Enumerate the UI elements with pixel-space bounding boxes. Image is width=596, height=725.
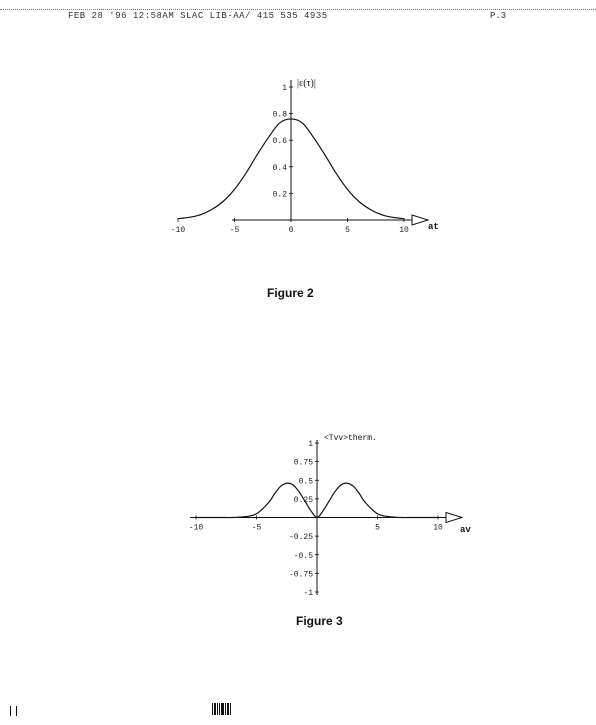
figure-3-y-tick-label-6: -0.75 [289, 570, 313, 579]
figure-2-y-axis-label: |ε(τ)| [297, 78, 316, 89]
figure-2-x-tick-label-0: -10 [171, 226, 186, 235]
figure-3-curve [196, 482, 438, 519]
figure-2-x-tick-label-1: -5 [230, 226, 240, 235]
figure-3-y-tick-labels: 1 0.75 0.5 0.25 -0.25 -0.5 -0.75 -1 [289, 440, 313, 598]
fax-header-rule [0, 9, 596, 10]
figure-2-x-axis-arrow [411, 214, 430, 226]
figure-2-y-tick-labels: 0.2 0.4 0.6 0.8 1 [273, 84, 288, 199]
figure-3-y-tick-label-4: -0.25 [289, 533, 313, 542]
figure-3-x-tick-labels: -10 -5 5 10 [189, 524, 443, 533]
barcode-mark [212, 703, 231, 715]
figure-3-y-tick-label-1: 0.75 [294, 459, 313, 468]
figure-3-x-axis-label: av [460, 525, 471, 535]
figure-3-y-tick-label-5: -0.5 [294, 552, 313, 561]
fax-page-number: P.3 [490, 11, 507, 21]
figure-3-y-axis-label: <Tvv>therm. [324, 434, 377, 443]
figure-3-x-tick-label-3: 10 [433, 524, 443, 533]
figure-2-curve [177, 118, 405, 220]
figure-2-y-tick-label-4: 1 [282, 84, 287, 93]
figure-2-x-tick-label-4: 10 [399, 226, 409, 235]
figure-2-y-tick-label-2: 0.6 [273, 137, 288, 146]
page-edge-mark [10, 706, 17, 716]
figure-3-x-axis-arrow [445, 511, 464, 524]
figure-3-y-tick-label-0: 1 [308, 440, 313, 449]
figure-3-x-tick-label-0: -10 [189, 524, 204, 533]
figure-2-x-tick-label-2: 0 [289, 226, 294, 235]
figure-3-caption: Figure 3 [296, 614, 343, 628]
figure-2-y-tick-label-3: 0.8 [273, 111, 288, 120]
figure-3-x-tick-label-2: 5 [375, 524, 380, 533]
figure-2-x-axis-label: at [428, 222, 439, 232]
figure-3-y-tick-label-3: 0.25 [294, 496, 313, 505]
figure-2-x-tick-label-3: 5 [345, 226, 350, 235]
figure-3-x-tick-label-1: -5 [252, 524, 262, 533]
figure-2-x-tick-labels: -10 -5 0 5 10 [171, 226, 409, 235]
figure-2-y-tick-label-0: 0.2 [273, 190, 288, 199]
figure-2-caption: Figure 2 [267, 286, 314, 300]
fax-header-text: FEB 28 '96 12:58AM SLAC LIB-AA/ 415 535 … [68, 11, 328, 21]
figure-2-y-tick-label-1: 0.4 [273, 164, 288, 173]
figure-3-y-tick-label-2: 0.5 [299, 477, 314, 486]
figure-3-y-tick-label-7: -1 [303, 589, 313, 598]
